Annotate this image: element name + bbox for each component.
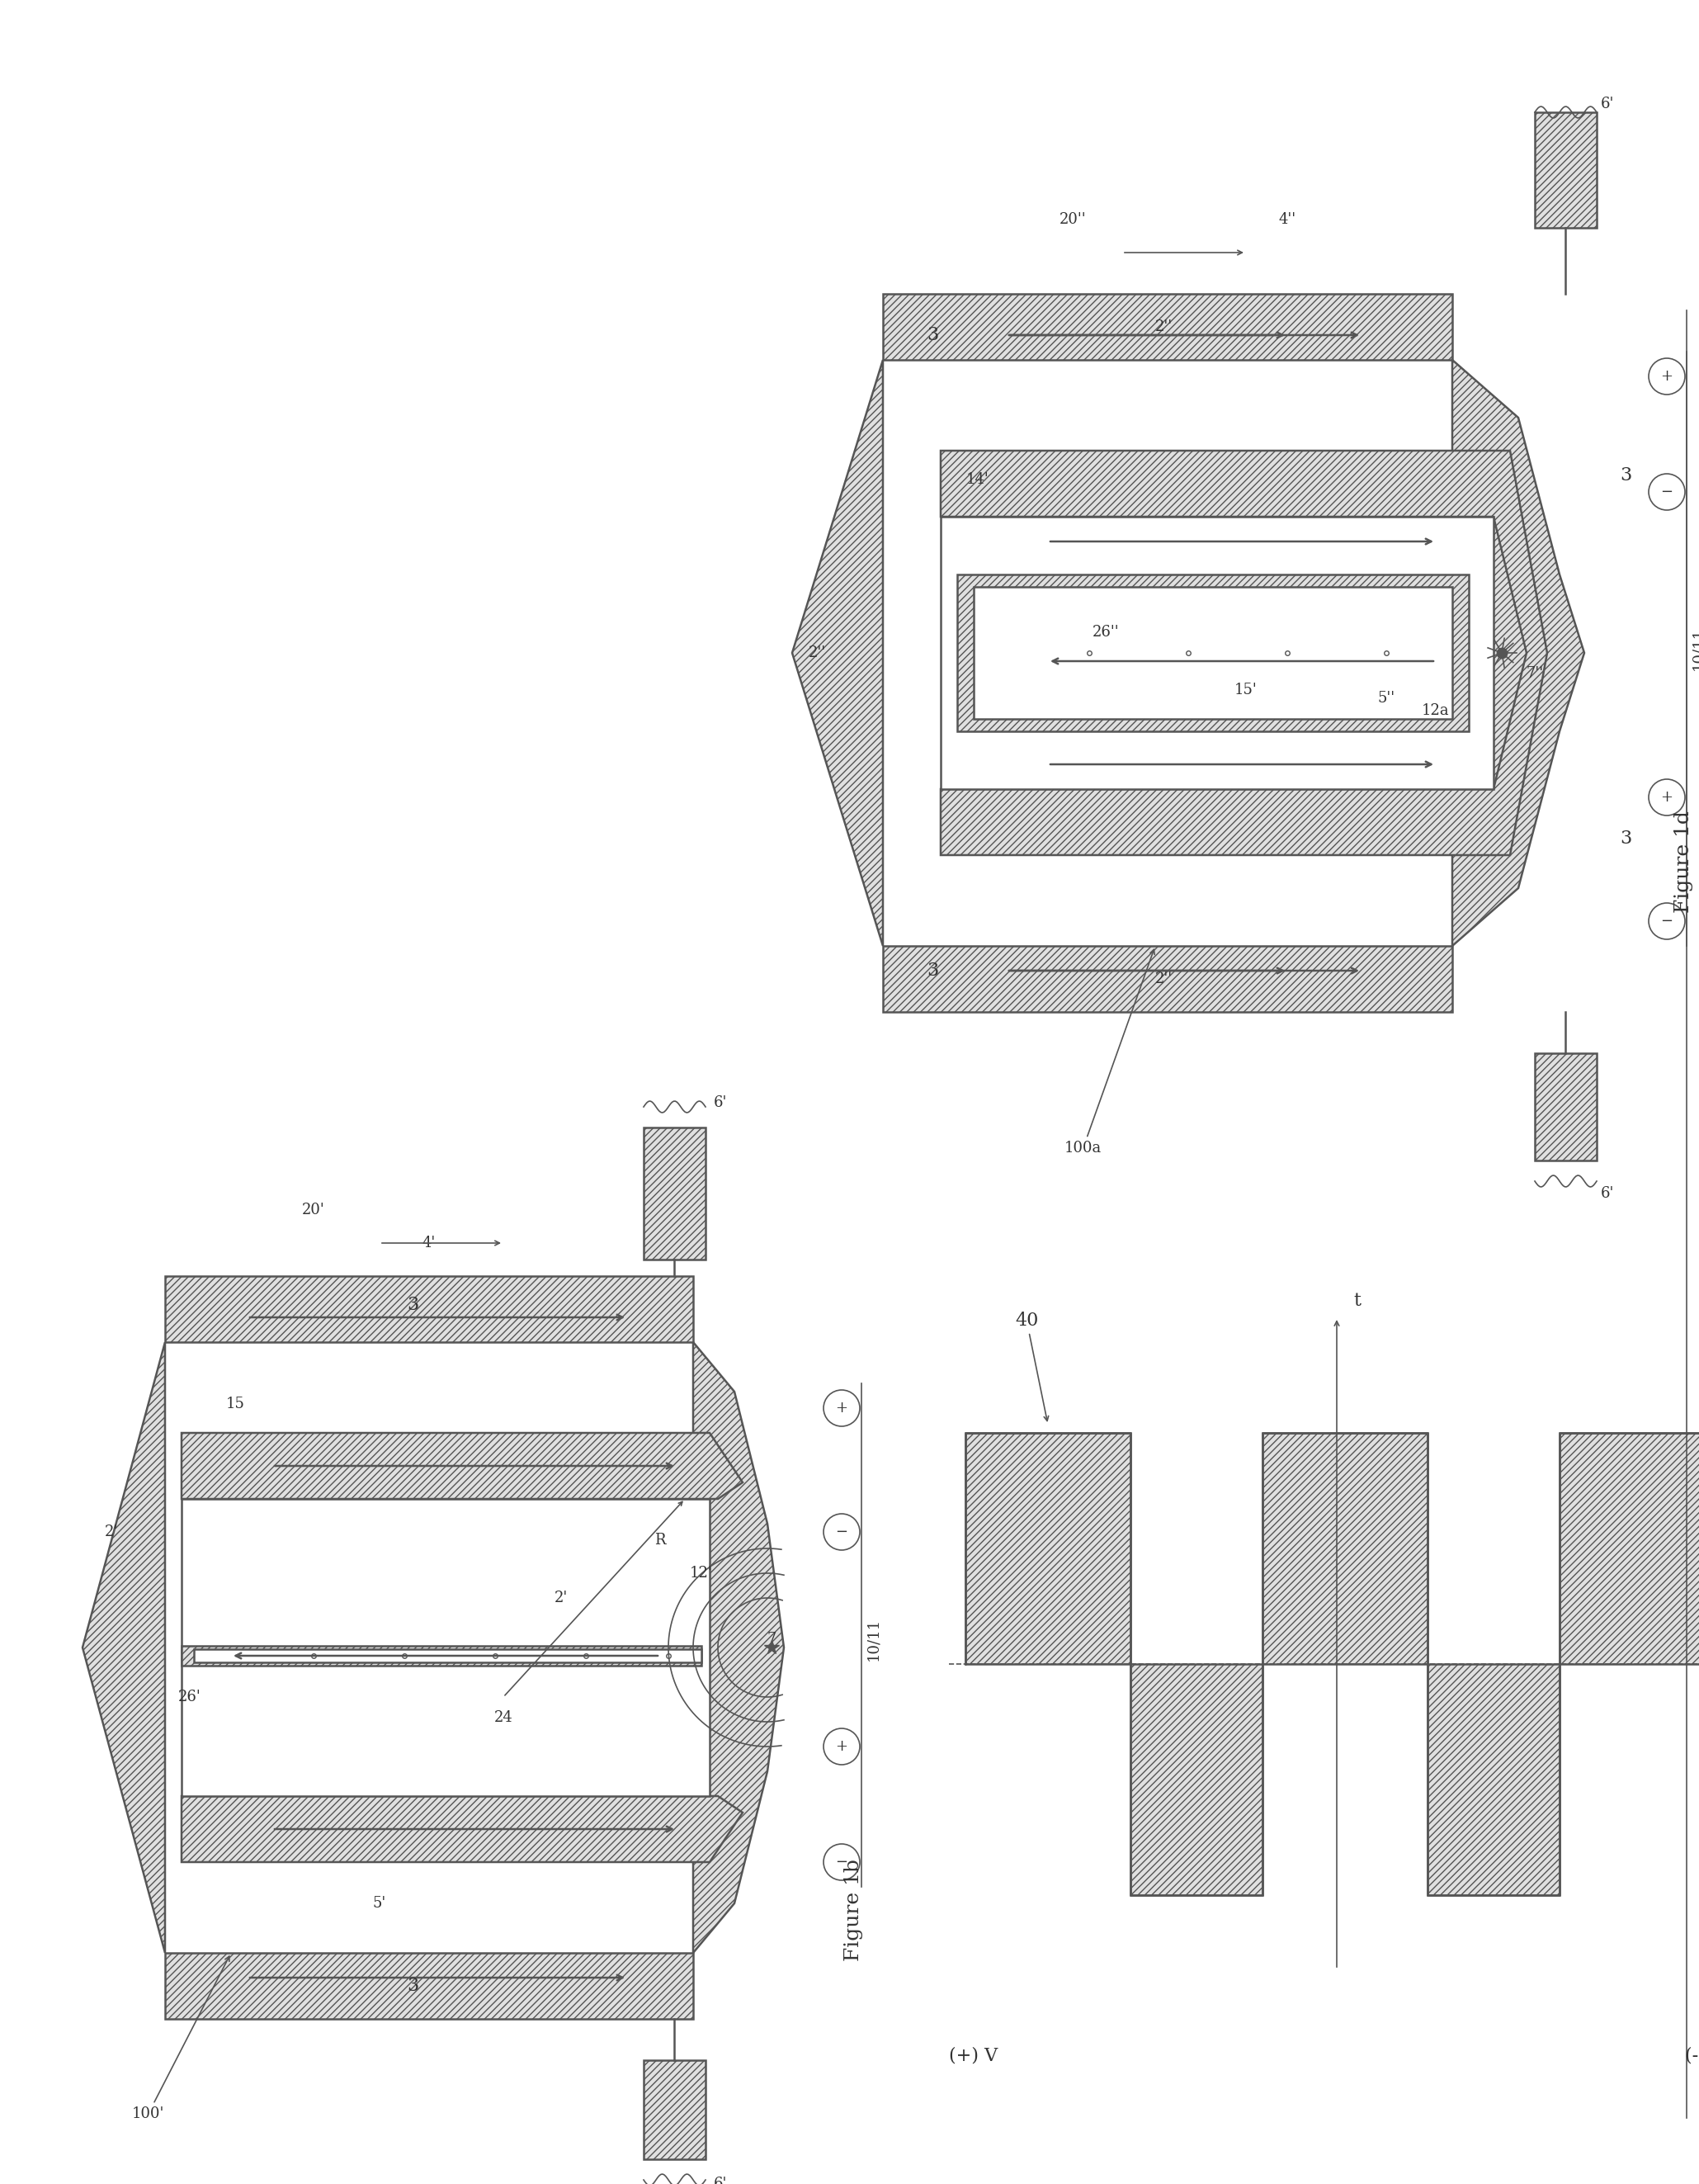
Text: 100': 100' bbox=[133, 1957, 229, 2121]
Polygon shape bbox=[1130, 1664, 1262, 1896]
Polygon shape bbox=[182, 1795, 742, 1863]
Text: 7'': 7'' bbox=[1526, 666, 1543, 681]
Bar bbox=[941, 518, 1493, 788]
Text: +: + bbox=[836, 1738, 848, 1754]
Text: 100a: 100a bbox=[1065, 950, 1155, 1155]
Polygon shape bbox=[957, 574, 1468, 732]
Bar bbox=[644, 1127, 705, 1260]
Polygon shape bbox=[165, 1952, 693, 2018]
Text: (-) V: (-) V bbox=[1685, 2046, 1699, 2066]
Text: 20': 20' bbox=[302, 1203, 325, 1216]
Text: 3: 3 bbox=[926, 961, 938, 981]
Text: 26'': 26'' bbox=[1092, 625, 1120, 640]
Polygon shape bbox=[693, 1343, 783, 1952]
Text: +: + bbox=[1660, 791, 1674, 804]
Text: 10/11: 10/11 bbox=[1691, 627, 1699, 670]
Text: 4'': 4'' bbox=[1279, 212, 1296, 227]
Polygon shape bbox=[941, 450, 1548, 856]
Bar bbox=[1534, 1053, 1597, 1160]
Text: 2': 2' bbox=[105, 1524, 119, 1540]
Text: 15': 15' bbox=[1235, 684, 1257, 697]
Text: Figure 1b: Figure 1b bbox=[844, 1859, 863, 1961]
Polygon shape bbox=[182, 1433, 742, 1498]
Text: 3: 3 bbox=[1619, 467, 1631, 485]
Text: 7: 7 bbox=[766, 1631, 776, 1647]
Text: 6': 6' bbox=[1600, 96, 1614, 111]
Text: 6': 6' bbox=[1600, 1186, 1614, 1201]
Text: 5'': 5'' bbox=[1378, 690, 1395, 705]
Text: −: − bbox=[836, 1524, 848, 1540]
Text: 6': 6' bbox=[714, 2177, 727, 2184]
Text: +: + bbox=[836, 1400, 848, 1415]
Polygon shape bbox=[165, 1275, 693, 1343]
Bar bbox=[974, 587, 1453, 719]
Bar bbox=[1534, 111, 1597, 227]
Text: 2'': 2'' bbox=[809, 646, 826, 660]
Bar bbox=[182, 1498, 710, 1795]
Text: −: − bbox=[1660, 485, 1674, 500]
Bar bbox=[194, 1649, 702, 1662]
Text: 12': 12' bbox=[690, 1566, 714, 1581]
Polygon shape bbox=[965, 1433, 1130, 1664]
Polygon shape bbox=[1453, 360, 1583, 946]
Text: 3: 3 bbox=[926, 325, 938, 345]
Polygon shape bbox=[1262, 1433, 1427, 1664]
Text: 15: 15 bbox=[226, 1396, 245, 1411]
Text: 14': 14' bbox=[967, 472, 989, 487]
Text: −: − bbox=[1660, 913, 1674, 928]
Polygon shape bbox=[1560, 1433, 1699, 1664]
Text: 3: 3 bbox=[1619, 830, 1631, 847]
Text: 2': 2' bbox=[554, 1590, 567, 1605]
Text: 20'': 20'' bbox=[1058, 212, 1086, 227]
Text: 4': 4' bbox=[423, 1236, 435, 1251]
Bar bbox=[182, 1647, 702, 1666]
Text: 10/11: 10/11 bbox=[865, 1618, 880, 1660]
Text: t: t bbox=[1354, 1291, 1361, 1310]
Text: 2'': 2'' bbox=[1155, 972, 1172, 987]
Text: −: − bbox=[836, 1854, 848, 1870]
Text: 5': 5' bbox=[372, 1896, 386, 1911]
Text: 12a: 12a bbox=[1422, 703, 1449, 719]
Text: 3: 3 bbox=[406, 1977, 418, 1994]
Polygon shape bbox=[1427, 1664, 1560, 1896]
Text: 40: 40 bbox=[1014, 1313, 1048, 1422]
Text: Figure 1d: Figure 1d bbox=[1674, 810, 1692, 913]
Text: 6': 6' bbox=[714, 1096, 727, 1109]
Polygon shape bbox=[83, 1343, 165, 1952]
Text: (+) V: (+) V bbox=[950, 2046, 997, 2066]
Text: R: R bbox=[654, 1533, 666, 1548]
Polygon shape bbox=[883, 946, 1453, 1011]
Text: 3: 3 bbox=[406, 1295, 418, 1315]
Text: 26': 26' bbox=[178, 1690, 200, 1704]
Text: 2'': 2'' bbox=[1155, 319, 1172, 334]
Bar bbox=[644, 2060, 705, 2160]
Polygon shape bbox=[883, 295, 1453, 360]
Text: +: + bbox=[1660, 369, 1674, 384]
Polygon shape bbox=[792, 360, 883, 946]
Text: 24: 24 bbox=[494, 1710, 513, 1725]
